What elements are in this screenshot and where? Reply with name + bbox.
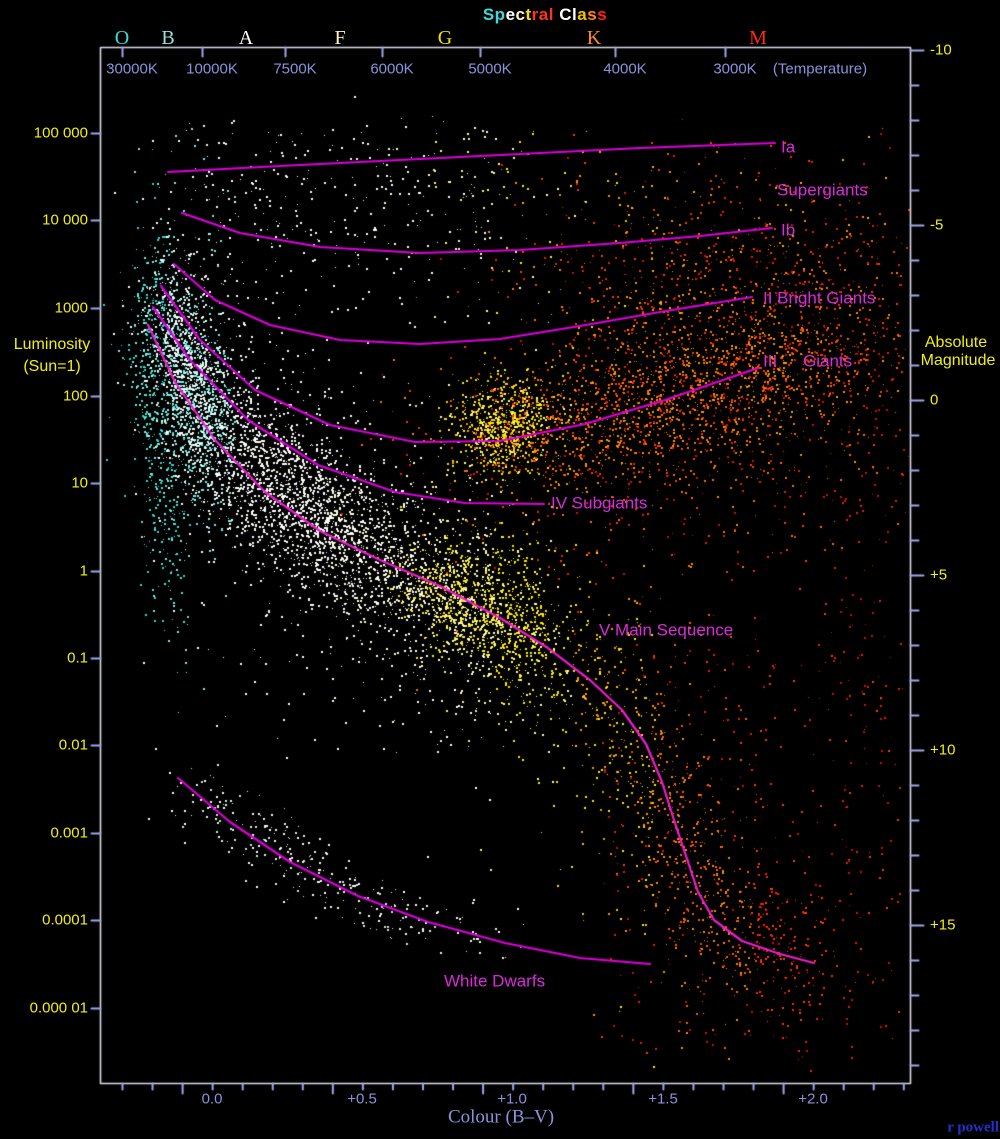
luminosity-tick-label: 10 000 xyxy=(42,211,88,229)
title-letter-6: a xyxy=(538,5,549,24)
title-letter-9: C xyxy=(559,5,573,24)
luminosity-tick-label: 0.001 xyxy=(50,824,88,842)
temperature-label: 30000K xyxy=(106,60,158,78)
title-letter-13: s xyxy=(597,5,608,24)
temperature-label: 7500K xyxy=(273,60,317,78)
spectral-class-M: M xyxy=(749,27,767,49)
luminosity-tick-label: 0.000 01 xyxy=(29,999,88,1017)
title-letter-0: S xyxy=(482,5,495,24)
title-letter-2: e xyxy=(505,5,516,24)
title-letter-5: r xyxy=(531,5,539,24)
luminosity-tick-label: 100 xyxy=(62,387,88,405)
luminosity-tick-label: 0.1 xyxy=(67,649,88,667)
class-label-white-dwarfs: White Dwarfs xyxy=(444,971,546,991)
magnitude-tick-label: +5 xyxy=(930,566,948,584)
luminosity-tick-label: 0.0001 xyxy=(42,911,88,929)
luminosity-tick-label: 10 xyxy=(71,474,88,492)
temperature-label: 3000K xyxy=(713,60,757,78)
title-letter-11: a xyxy=(577,5,588,24)
colour-tick-label: +1.0 xyxy=(497,1090,527,1108)
chart-title-spectral-class: Spectral Class xyxy=(483,6,607,24)
left-axis-title-line2: (Sun=1) xyxy=(23,358,81,375)
right-axis-title-line1: Absolute xyxy=(924,334,988,351)
title-letter-10: l xyxy=(572,5,578,24)
magnitude-tick-label: +15 xyxy=(930,916,956,934)
bottom-axis-title: Colour (B–V) xyxy=(447,1106,555,1128)
temperature-label: 4000K xyxy=(603,60,647,78)
class-label-ii-bright-giants: II Bright Giants xyxy=(763,288,876,308)
luminosity-tick-label: 100 000 xyxy=(33,124,88,142)
colour-tick-label: +0.5 xyxy=(347,1090,377,1108)
class-label-supergiants: Supergiants xyxy=(777,180,868,200)
spectral-class-G: G xyxy=(437,27,453,49)
temperature-axis-caption: (Temperature) xyxy=(772,60,868,78)
class-label-v-main-sequence: V Main Sequence xyxy=(599,620,734,640)
left-axis-title-line1: Luminosity xyxy=(13,336,91,353)
title-letter-1: p xyxy=(494,5,506,24)
spectral-class-B: B xyxy=(161,27,175,49)
class-label-giants: Giants xyxy=(803,351,853,371)
class-label-ia: Ia xyxy=(781,137,796,157)
colour-tick-label: 0.0 xyxy=(201,1090,223,1108)
temperature-label: 10000K xyxy=(186,60,238,78)
magnitude-tick-label: -10 xyxy=(930,41,952,59)
magnitude-tick-label: -5 xyxy=(930,216,944,234)
spectral-class-K: K xyxy=(586,27,602,49)
class-label-iv-subgiants: IV Subgiants xyxy=(551,493,648,513)
title-letter-12: s xyxy=(587,5,598,24)
luminosity-tick-label: 1000 xyxy=(54,299,88,317)
class-label-iii: III xyxy=(763,351,778,371)
title-letter-3: c xyxy=(515,5,526,24)
class-label-ib: Ib xyxy=(781,220,796,240)
spectral-class-F: F xyxy=(334,27,346,49)
colour-tick-label: +1.5 xyxy=(648,1090,678,1108)
temperature-label: 5000K xyxy=(468,60,512,78)
magnitude-tick-label: 0 xyxy=(930,391,939,409)
colour-tick-label: +2.0 xyxy=(798,1090,828,1108)
right-axis-title-line2: Magnitude xyxy=(920,352,996,369)
luminosity-tick-label: 1 xyxy=(79,562,88,580)
title-letter-4: t xyxy=(525,5,532,24)
title-letter-7: l xyxy=(548,5,555,24)
temperature-label: 6000K xyxy=(370,60,414,78)
luminosity-tick-label: 0.01 xyxy=(58,736,88,754)
magnitude-tick-label: +10 xyxy=(930,741,956,759)
spectral-class-A: A xyxy=(238,27,254,49)
spectral-class-O: O xyxy=(114,27,130,49)
credit-text: r powell xyxy=(947,1119,999,1136)
